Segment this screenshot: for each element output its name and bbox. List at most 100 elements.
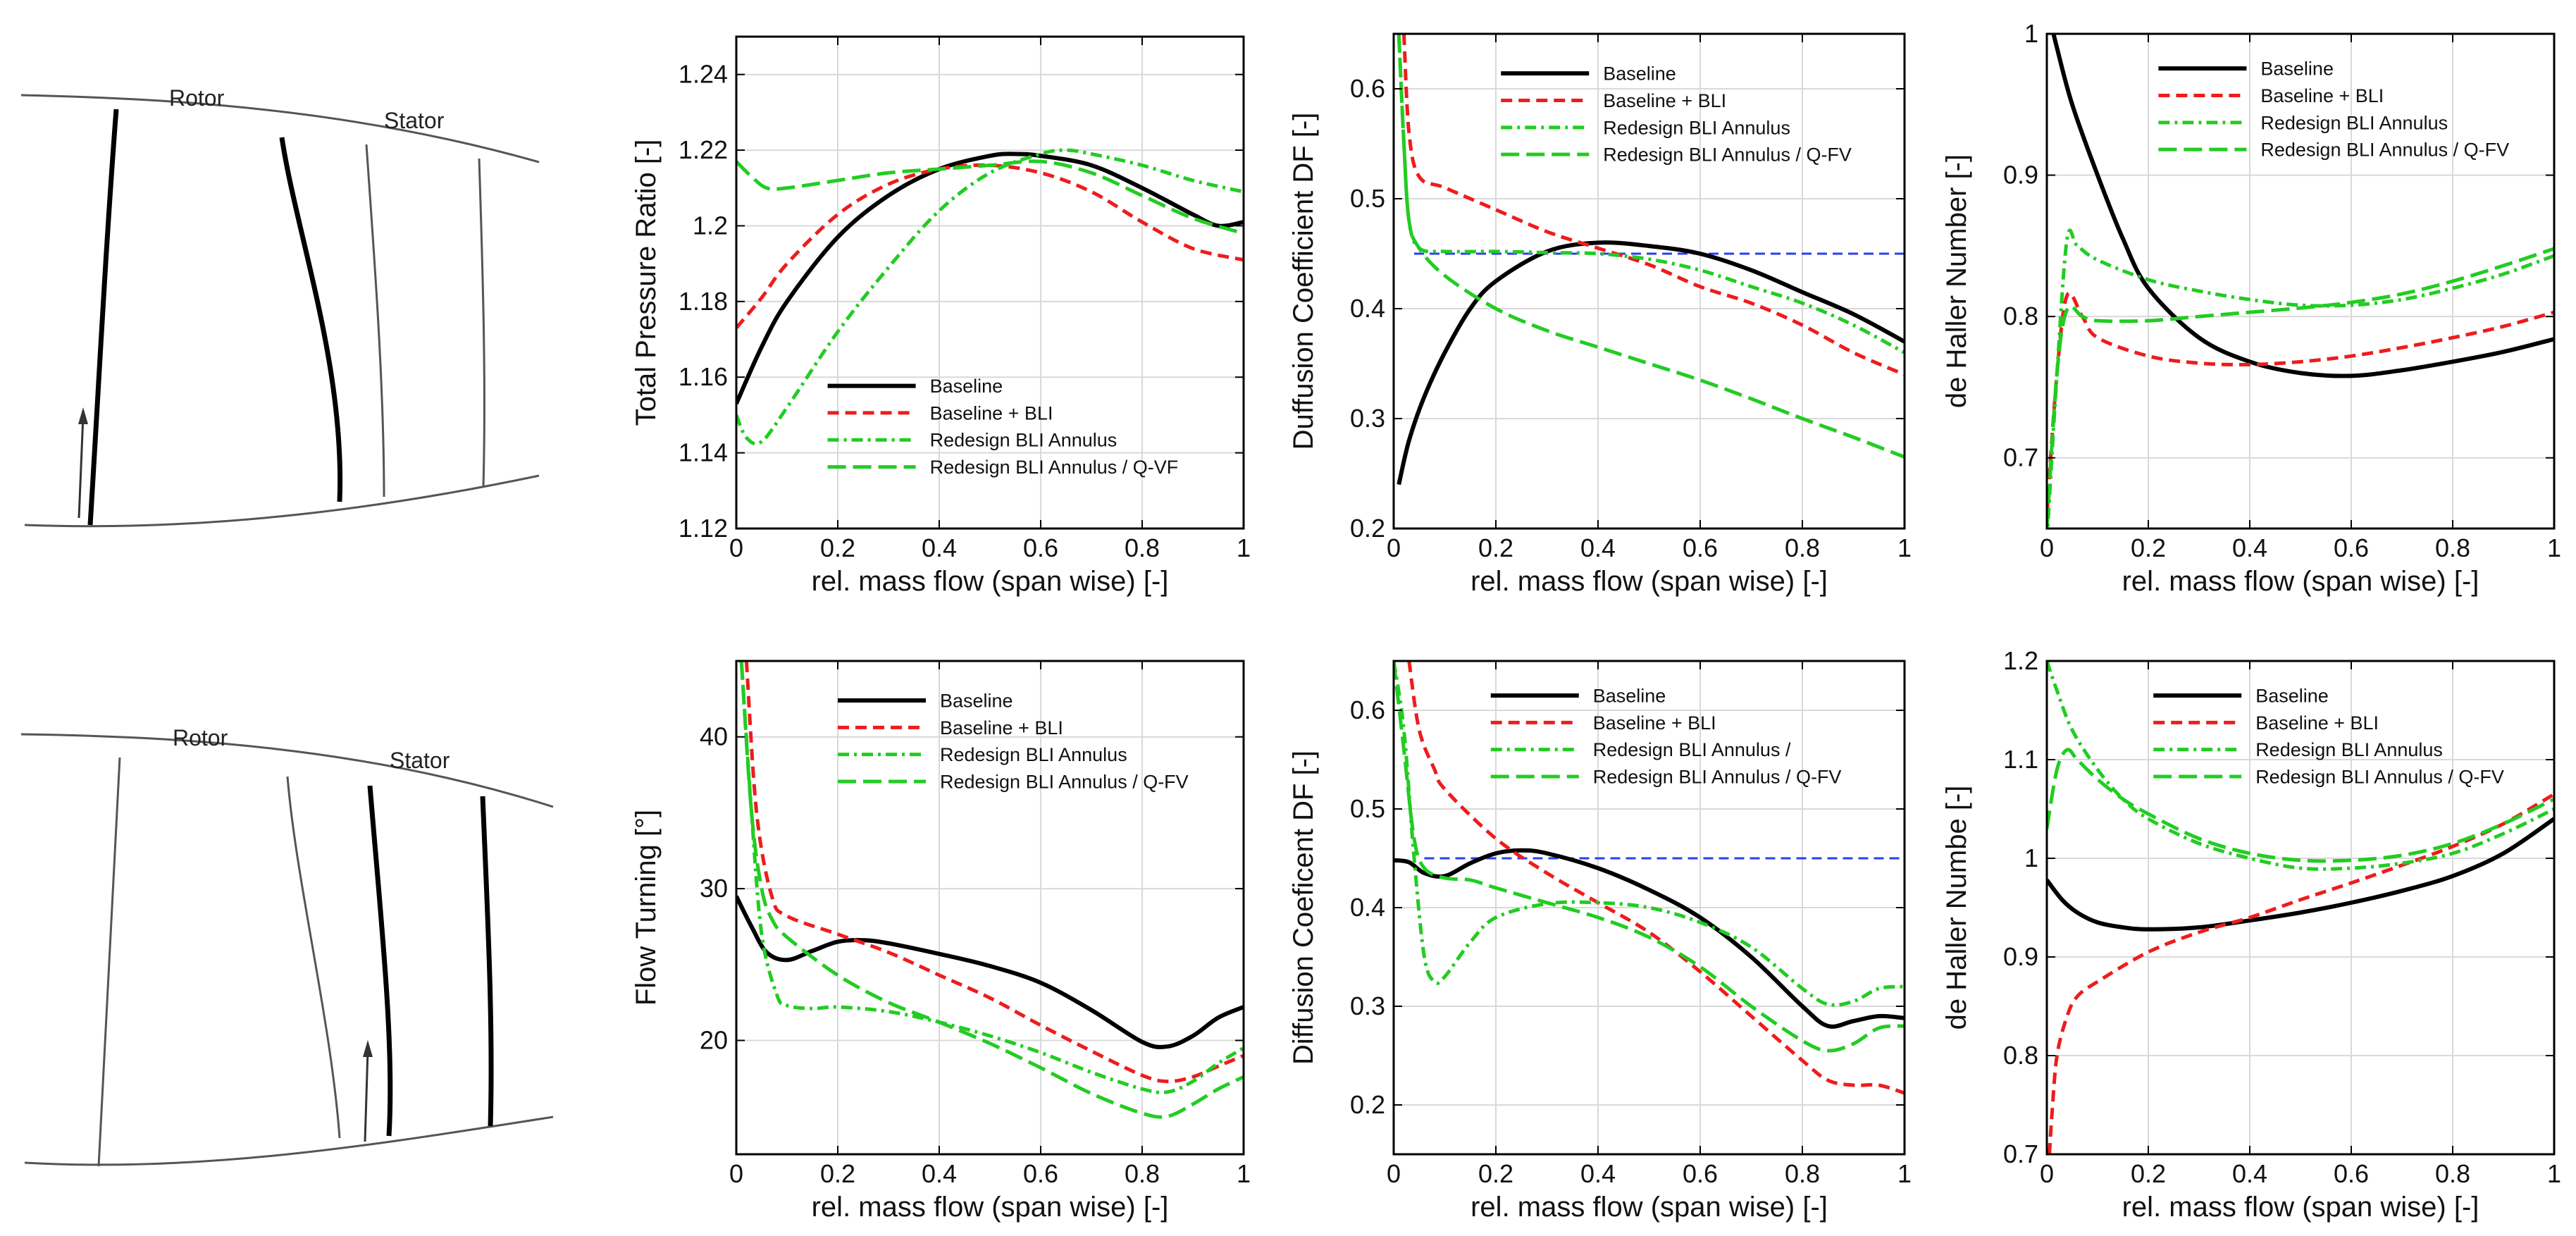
y-tick-label: 0.4 xyxy=(1350,294,1385,323)
flow-arrow-shaft xyxy=(364,1049,369,1142)
y-tick-label: 0.9 xyxy=(2003,161,2038,190)
plot-frame xyxy=(1392,32,1906,530)
x-tick-label: 0.4 xyxy=(1580,1159,1616,1188)
y-tick-label: 1.16 xyxy=(679,362,728,391)
plot-frame xyxy=(2045,660,2556,1156)
plot-frame xyxy=(735,660,1245,1156)
x-tick-label: 0.8 xyxy=(1125,1159,1160,1188)
grid xyxy=(1393,34,1905,529)
legend: Baseline Baseline + BLI Redesign BLI Annul… xyxy=(2158,58,2509,161)
x-tick-label: 1 xyxy=(2547,1159,2561,1188)
x-axis-label: rel. mass flow (span wise) [-] xyxy=(2122,566,2479,597)
x-tick-label: 0.6 xyxy=(2334,533,2369,562)
legend: Baseline Baseline + BLI Redesign BLI Annul… xyxy=(827,376,1178,478)
series-group xyxy=(1394,661,1905,1095)
x-tick-label: 0 xyxy=(1387,1159,1401,1188)
y-tick-label: 0.8 xyxy=(2003,1041,2038,1070)
y-tick-label: 1.12 xyxy=(679,514,728,543)
x-tick-label: 0 xyxy=(729,533,743,562)
series-line-2 xyxy=(744,661,1244,1084)
x-tick-label: 0.2 xyxy=(1478,1159,1513,1188)
x-tick-label: 1 xyxy=(1237,1159,1251,1188)
rotor-label: Rotor xyxy=(173,725,228,750)
series-line-2 xyxy=(2047,291,2554,515)
rotor-trailing-edge xyxy=(279,137,343,502)
stator-leading-edge xyxy=(365,144,385,498)
flow-arrow-shaft xyxy=(78,415,85,519)
legend-label-1: Baseline xyxy=(1593,685,1666,706)
x-tick-label: 0.4 xyxy=(2232,1159,2267,1188)
casing-line xyxy=(20,94,540,163)
series-group xyxy=(736,661,1244,1119)
legend-label-3: Redesign BLI Annulus xyxy=(930,430,1117,451)
series-line-4 xyxy=(2047,247,2554,529)
casing-line xyxy=(20,733,554,808)
legend-label-4: Redesign BLI Annulus / Q-FV xyxy=(1603,144,1852,166)
hub-line xyxy=(24,1116,554,1166)
rotor-trailing-edge xyxy=(286,776,341,1139)
y-tick-label: 0.5 xyxy=(1350,794,1385,823)
legend-label-2: Baseline + BLI xyxy=(940,717,1063,738)
plot-frame xyxy=(735,35,1245,530)
legend-label-3: Redesign BLI Annulus xyxy=(2255,739,2443,760)
y-tick-label: 1.14 xyxy=(679,438,728,467)
legend-label-1: Baseline xyxy=(930,376,1003,397)
y-tick-label: 0.2 xyxy=(1350,514,1385,543)
y-tick-label: 0.7 xyxy=(2003,443,2038,472)
x-axis-label: rel. mass flow (span wise) [-] xyxy=(812,566,1169,597)
series-line-2 xyxy=(1407,661,1905,1095)
y-axis-label: Diffusion Coeficent DF [-] xyxy=(1288,750,1319,1065)
y-tick-label: 1 xyxy=(2024,843,2038,872)
legend-label-1: Baseline xyxy=(2255,685,2329,706)
series-line-1 xyxy=(736,152,1244,405)
x-tick-label: 0.8 xyxy=(1785,1159,1820,1188)
series-line-3 xyxy=(1397,34,1905,354)
y-tick-label: 20 xyxy=(700,1025,728,1054)
x-axis-label: rel. mass flow (span wise) [-] xyxy=(2122,1192,2479,1223)
x-tick-label: 1 xyxy=(1237,533,1251,562)
x-tick-label: 0.2 xyxy=(820,1159,855,1188)
series-line-4 xyxy=(2047,748,2554,863)
stator-label: Stator xyxy=(390,748,450,773)
y-tick-label: 0.5 xyxy=(1350,184,1385,213)
legend-label-3: Redesign BLI Annulus / xyxy=(1593,739,1791,760)
x-tick-label: 0 xyxy=(2040,1159,2054,1188)
y-tick-label: 0.6 xyxy=(1350,74,1385,103)
y-tick-label: 0.7 xyxy=(2003,1139,2038,1168)
x-tick-label: 0.6 xyxy=(1683,533,1718,562)
y-tick-label: 1 xyxy=(2024,19,2038,48)
x-tick-label: 0.6 xyxy=(2334,1159,2369,1188)
x-tick-label: 0 xyxy=(2040,533,2054,562)
chart-de-haller-rotor: 0 0.2 0.4 0.6 0.8 1 0.7 0.8 0.9 1 rel. mass flow (… xyxy=(1941,19,2561,597)
series-line-3 xyxy=(739,661,1244,1094)
series-line-1 xyxy=(1397,240,1905,486)
x-tick-label: 0 xyxy=(729,1159,743,1188)
legend-label-3: Redesign BLI Annulus xyxy=(2260,112,2448,133)
x-tick-label: 0.8 xyxy=(2435,1159,2470,1188)
plot-frame xyxy=(2045,32,2556,530)
legend-label-4: Redesign BLI Annulus / Q-FV xyxy=(940,771,1189,792)
y-tick-label: 0.3 xyxy=(1350,991,1385,1020)
series-line-4 xyxy=(736,159,1244,235)
series-line-3 xyxy=(736,148,1244,446)
x-tick-label: 0.4 xyxy=(922,533,957,562)
y-tick-label: 1.1 xyxy=(2003,745,2038,774)
x-tick-label: 1 xyxy=(1897,533,1912,562)
legend-label-1: Baseline xyxy=(1603,63,1676,85)
legend-label-2: Baseline + BLI xyxy=(2255,712,2379,734)
x-axis-label: rel. mass flow (span wise) [-] xyxy=(812,1192,1169,1223)
chart-de-haller-stator: 0 0.2 0.4 0.6 0.8 1 0.7 0.8 0.9 1 1.1 1.2 rel. mass … xyxy=(1941,646,2561,1223)
y-tick-label: 0.3 xyxy=(1350,404,1385,433)
y-tick-label: 1.2 xyxy=(2003,646,2038,675)
y-tick-label: 1.24 xyxy=(679,60,728,89)
y-tick-label: 0.9 xyxy=(2003,942,2038,971)
series-line-1 xyxy=(2051,34,2554,378)
legend-label-4: Redesign BLI Annulus / Q-FV xyxy=(2255,766,2504,787)
flow-arrow-icon xyxy=(363,1040,373,1057)
y-tick-label: 1.22 xyxy=(679,135,728,164)
x-tick-label: 0.4 xyxy=(1580,533,1616,562)
legend-label-4: Redesign BLI Annulus / Q-FV xyxy=(1593,766,1842,787)
legend-label-1: Baseline xyxy=(2260,58,2334,80)
legend-label-4: Redesign BLI Annulus / Q-FV xyxy=(2260,140,2509,161)
hub-line xyxy=(24,474,540,528)
